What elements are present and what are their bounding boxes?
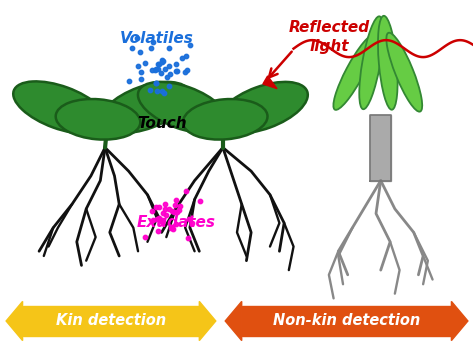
- Point: [168, 208, 176, 214]
- Point: [153, 88, 161, 94]
- Ellipse shape: [333, 34, 376, 110]
- Point: [148, 68, 156, 73]
- Polygon shape: [199, 302, 216, 341]
- Point: [158, 218, 166, 223]
- Text: Non-kin detection: Non-kin detection: [273, 313, 420, 329]
- Point: [186, 216, 193, 221]
- Point: [176, 207, 183, 213]
- Point: [133, 35, 141, 41]
- Point: [173, 197, 180, 203]
- Point: [162, 206, 169, 212]
- Point: [161, 201, 169, 206]
- Point: [158, 60, 165, 65]
- Point: [126, 78, 133, 84]
- Point: [162, 66, 169, 71]
- Polygon shape: [370, 115, 392, 180]
- Point: [173, 68, 181, 74]
- Point: [171, 203, 178, 208]
- Point: [141, 234, 148, 240]
- Point: [149, 218, 157, 223]
- Point: [182, 53, 189, 59]
- Point: [155, 204, 163, 210]
- Point: [154, 61, 162, 67]
- Point: [172, 61, 180, 67]
- Ellipse shape: [183, 99, 267, 139]
- Point: [170, 210, 177, 215]
- Ellipse shape: [138, 82, 228, 133]
- Point: [158, 219, 165, 225]
- Point: [128, 45, 136, 50]
- Point: [166, 71, 174, 77]
- Point: [152, 81, 160, 86]
- Point: [155, 66, 162, 72]
- Point: [155, 215, 163, 221]
- Point: [164, 75, 171, 80]
- Point: [154, 216, 161, 222]
- Polygon shape: [225, 302, 242, 341]
- Point: [176, 204, 183, 209]
- Point: [197, 198, 204, 204]
- Point: [168, 225, 176, 230]
- Point: [137, 76, 145, 82]
- Point: [189, 220, 196, 226]
- Point: [135, 63, 142, 69]
- Point: [165, 206, 173, 212]
- Ellipse shape: [378, 16, 398, 110]
- Point: [160, 211, 167, 216]
- Point: [146, 87, 154, 93]
- Point: [186, 42, 194, 48]
- Point: [152, 80, 160, 86]
- Point: [152, 66, 160, 71]
- Ellipse shape: [56, 99, 140, 139]
- Text: Volatiles: Volatiles: [120, 31, 194, 46]
- Point: [181, 69, 189, 75]
- Point: [165, 46, 173, 51]
- Point: [162, 212, 170, 217]
- Text: Kin detection: Kin detection: [56, 313, 166, 329]
- Point: [136, 49, 144, 54]
- Point: [167, 225, 174, 231]
- Point: [182, 188, 190, 194]
- Point: [158, 88, 165, 94]
- Point: [179, 55, 186, 61]
- Point: [157, 219, 165, 224]
- Point: [157, 70, 165, 75]
- Text: Exudates: Exudates: [136, 215, 215, 230]
- Point: [160, 90, 168, 95]
- Point: [160, 58, 167, 64]
- Ellipse shape: [359, 16, 383, 109]
- Polygon shape: [6, 302, 23, 341]
- Point: [173, 209, 180, 215]
- Point: [147, 45, 155, 51]
- Point: [148, 209, 156, 214]
- Text: Touch: Touch: [137, 116, 186, 131]
- Point: [165, 84, 173, 89]
- Text: Reflected
light: Reflected light: [288, 20, 369, 54]
- Point: [149, 40, 156, 45]
- Ellipse shape: [386, 33, 422, 112]
- Ellipse shape: [218, 82, 308, 133]
- Point: [155, 61, 163, 67]
- Ellipse shape: [100, 82, 190, 133]
- Point: [151, 67, 159, 73]
- Point: [169, 227, 176, 232]
- Point: [141, 60, 148, 66]
- Ellipse shape: [13, 82, 107, 134]
- Bar: [23, 306, 199, 336]
- Point: [184, 236, 191, 241]
- Point: [165, 64, 173, 69]
- Point: [183, 67, 191, 73]
- Point: [173, 221, 180, 227]
- Point: [154, 228, 162, 233]
- Point: [152, 205, 160, 210]
- Polygon shape: [263, 76, 277, 89]
- Point: [158, 57, 166, 63]
- Polygon shape: [451, 302, 468, 341]
- Bar: [242, 306, 451, 336]
- Point: [137, 69, 145, 74]
- Point: [173, 69, 180, 74]
